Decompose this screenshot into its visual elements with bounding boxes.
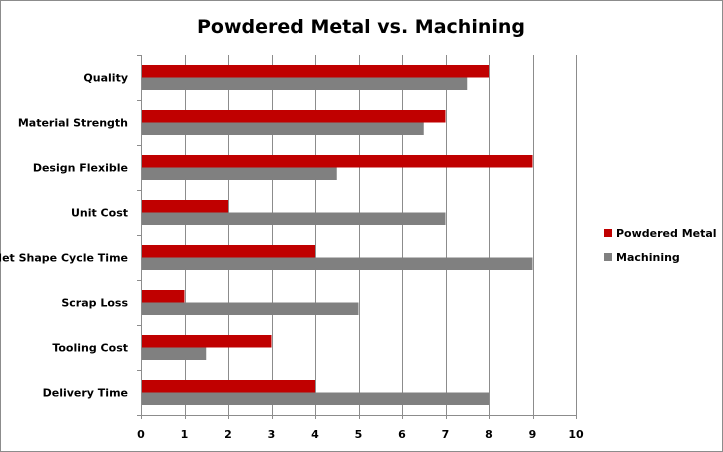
- category-label-1: Material Strength: [18, 117, 128, 130]
- legend-label-1: Machining: [616, 251, 680, 264]
- category-labels: Quality Material Strength Design Flexible U…: [0, 72, 128, 400]
- bar-machining-4: [141, 257, 533, 270]
- legend: Powdered Metal Machining: [604, 227, 717, 264]
- bar-powdered-metal-1: [141, 110, 446, 123]
- legend-swatch-0: [604, 229, 612, 237]
- legend-label-0: Powdered Metal: [616, 227, 717, 240]
- chart-title: Powdered Metal vs. Machining: [197, 16, 525, 38]
- gridlines: [185, 55, 577, 415]
- category-label-3: Unit Cost: [71, 207, 128, 220]
- bar-powdered-metal-6: [141, 335, 272, 348]
- bar-powdered-metal-2: [141, 155, 533, 168]
- x-tick-label-1: 1: [181, 428, 189, 441]
- category-label-0: Quality: [83, 72, 128, 85]
- x-tick-label-5: 5: [355, 428, 363, 441]
- bar-machining-2: [141, 167, 337, 180]
- x-tick-labels: 0 1 2 3 4 5 6 7 8 9 10: [137, 428, 584, 441]
- x-tick-label-2: 2: [224, 428, 232, 441]
- x-tick-label-4: 4: [311, 428, 319, 441]
- bar-powdered-metal-7: [141, 380, 315, 393]
- bar-powdered-metal-4: [141, 245, 315, 258]
- x-tick-label-3: 3: [268, 428, 276, 441]
- bar-machining-6: [141, 347, 207, 360]
- bar-machining-7: [141, 392, 489, 405]
- bar-powdered-metal-0: [141, 65, 489, 78]
- legend-swatch-1: [604, 253, 612, 261]
- category-label-6: Tooling Cost: [52, 342, 128, 355]
- category-label-7: Delivery Time: [43, 387, 128, 400]
- x-tick-label-0: 0: [137, 428, 145, 441]
- category-label-5: Scrap Loss: [61, 297, 128, 310]
- bar-machining-3: [141, 212, 446, 225]
- bar-powdered-metal-3: [141, 200, 228, 213]
- axes: [137, 55, 577, 419]
- bar-machining-0: [141, 77, 468, 90]
- bar-machining-1: [141, 122, 424, 135]
- category-label-2: Design Flexible: [33, 162, 128, 175]
- x-tick-label-7: 7: [442, 428, 450, 441]
- x-tick-label-10: 10: [568, 428, 584, 441]
- bars: [141, 65, 533, 405]
- bar-powdered-metal-5: [141, 290, 185, 303]
- category-label-4: Net Shape Cycle Time: [0, 252, 128, 265]
- bar-machining-5: [141, 302, 359, 315]
- x-tick-label-9: 9: [529, 428, 537, 441]
- x-tick-label-6: 6: [398, 428, 406, 441]
- x-tick-label-8: 8: [485, 428, 493, 441]
